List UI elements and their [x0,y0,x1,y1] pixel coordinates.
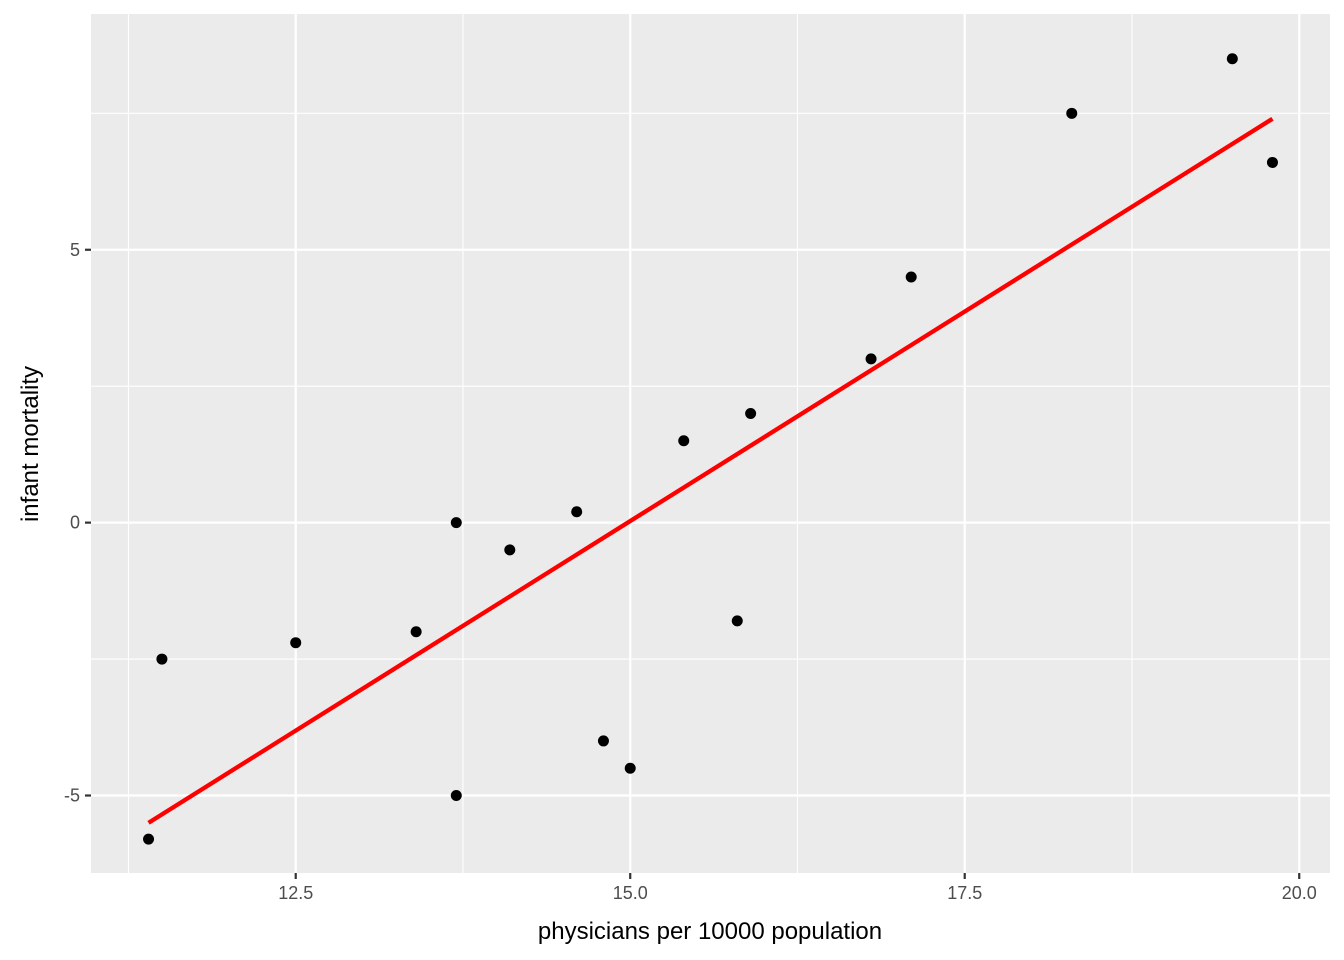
data-point [450,790,462,802]
x-axis-title: physicians per 10000 population [538,918,882,945]
data-point [905,271,917,283]
y-tick-labels: -5 0 5 [64,240,80,806]
axis-ticks [85,248,1301,879]
data-point [678,435,690,447]
x-tick-labels: 12.5 15.0 17.5 20.0 [278,883,1317,903]
data-point [865,353,877,365]
data-point [1226,53,1238,65]
data-point [156,653,168,665]
data-point [745,407,757,419]
data-point [504,544,516,556]
data-point [143,833,155,845]
data-point [624,762,636,774]
minor-gridlines [91,14,1330,873]
data-point [731,615,743,627]
data-point [450,517,462,529]
regression-line [147,116,1274,825]
x-tick-label: 20.0 [1282,883,1317,903]
x-tick-label: 17.5 [947,883,982,903]
major-gridlines [91,14,1330,873]
x-tick-label: 15.0 [613,883,648,903]
y-tick-label: 0 [70,513,80,533]
data-point [597,735,609,747]
data-point [571,506,583,518]
y-axis-title: infant mortality [17,366,44,522]
y-tick-label: -5 [64,786,80,806]
data-point [290,637,302,649]
data-point [410,626,422,638]
data-points-layer [143,53,1278,845]
regression-line-layer [147,116,1274,825]
y-tick-label: 5 [70,240,80,260]
x-tick-label: 12.5 [278,883,313,903]
data-point [1066,107,1078,119]
data-point [1266,156,1278,168]
